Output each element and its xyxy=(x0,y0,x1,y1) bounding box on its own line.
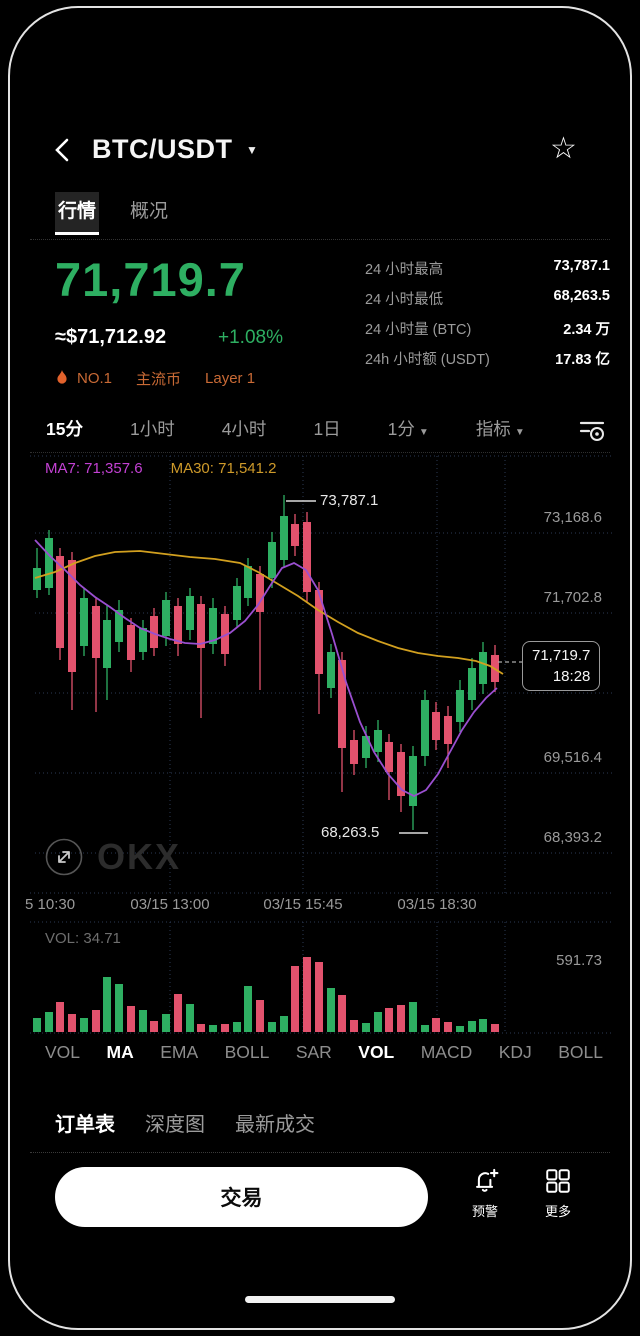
indicator-tab-kdj[interactable]: KDJ xyxy=(498,1042,532,1062)
volume-axis-max: 591.73 xyxy=(556,952,602,969)
tab-latest-trades[interactable]: 最新成交 xyxy=(235,1114,315,1136)
high-annotation-value: 73,787.1 xyxy=(320,492,379,509)
low-annotation: 68,263.5 xyxy=(321,824,379,841)
divider xyxy=(30,452,610,453)
indicator-tab-sar[interactable]: SAR xyxy=(295,1042,332,1062)
tab-order-book[interactable]: 订单表 xyxy=(55,1114,115,1136)
y-axis-label: 73,168.6 xyxy=(543,509,602,526)
top-tabs: 行情 概况 xyxy=(55,192,171,235)
stat-label: 24 小时量 (BTC) xyxy=(365,322,472,338)
x-axis-label: 5 10:30 xyxy=(25,896,76,913)
volume-label: VOL: 34.71 xyxy=(45,930,121,947)
grid-more-icon xyxy=(546,1169,570,1193)
ma-legend: MA7: 71,357.6 MA30: 71,541.2 xyxy=(45,460,277,477)
orderbook-tabs: 订单表 深度图 最新成交 xyxy=(55,1108,315,1137)
badges-row: NO.1 主流币 Layer 1 xyxy=(55,368,255,389)
current-price-tag: 71,719.7 18:28 xyxy=(522,641,601,691)
chart-watermark: OKX xyxy=(45,836,181,878)
current-price-value: 71,719.7 xyxy=(532,647,591,664)
indicator-tab-ema[interactable]: EMA xyxy=(160,1042,199,1062)
stats-panel: 24 小时最高 73,787.1 24 小时最低 68,263.5 24 小时量… xyxy=(365,258,610,369)
x-axis-label: 03/15 18:30 xyxy=(397,896,477,913)
tf-15m[interactable]: 15分 xyxy=(46,419,83,439)
tf-1d[interactable]: 1日 xyxy=(313,419,341,439)
fiat-price: ≈$71,712.92 xyxy=(55,326,167,348)
pair-title[interactable]: BTC/USDT xyxy=(92,134,233,164)
back-icon[interactable] xyxy=(50,135,76,165)
okx-logo: OKX xyxy=(97,836,182,877)
indicator-tab-ma[interactable]: MA xyxy=(106,1042,134,1062)
x-axis-label: 03/15 15:45 xyxy=(263,896,343,913)
caret-down-icon: ▼ xyxy=(514,427,525,438)
stat-value: 2.34 万 xyxy=(563,322,610,338)
tf-4h[interactable]: 4小时 xyxy=(221,419,267,439)
more-label: 更多 xyxy=(544,1204,571,1219)
indicator-tab-vol-main[interactable]: VOL xyxy=(45,1042,81,1062)
y-axis-label: 71,702.8 xyxy=(543,589,602,606)
stat-label: 24 小时最高 xyxy=(365,262,444,278)
x-axis-label: 03/15 13:00 xyxy=(130,896,210,913)
indicator-tabs: VOL MA EMA BOLL SAR VOL MACD KDJ BOLL xyxy=(45,1042,603,1063)
home-indicator[interactable] xyxy=(245,1296,395,1303)
badge-mainstream[interactable]: 主流币 xyxy=(136,371,182,388)
stat-value: 73,787.1 xyxy=(553,258,610,274)
stat-row-low: 24 小时最低 68,263.5 xyxy=(365,288,610,309)
badge-layer1[interactable]: Layer 1 xyxy=(205,370,256,387)
favorite-star-icon[interactable]: ☆ xyxy=(550,132,577,165)
expand-chart-icon[interactable] xyxy=(45,838,83,876)
divider xyxy=(30,239,610,240)
ma7-label: MA7: 71,357.6 xyxy=(45,460,143,477)
more-action[interactable]: 更多 xyxy=(526,1166,590,1220)
alert-label: 预警 xyxy=(471,1204,498,1219)
alert-bell-plus-icon xyxy=(476,1168,499,1192)
trade-button[interactable]: 交易 xyxy=(55,1167,428,1227)
alert-action[interactable]: 预警 xyxy=(453,1166,517,1220)
badge-rank[interactable]: NO.1 xyxy=(77,370,113,387)
flame-icon xyxy=(57,370,67,384)
caret-down-icon: ▼ xyxy=(418,427,429,438)
stat-value: 17.83 亿 xyxy=(555,352,610,368)
tab-quotes[interactable]: 行情 xyxy=(55,192,100,235)
tf-1h[interactable]: 1小时 xyxy=(129,419,175,439)
stat-label: 24h 小时额 (USDT) xyxy=(365,352,490,368)
low-annotation-value: 68,263.5 xyxy=(321,824,380,841)
stat-value: 68,263.5 xyxy=(553,288,610,304)
divider xyxy=(30,1152,610,1153)
stat-row-high: 24 小时最高 73,787.1 xyxy=(365,258,610,279)
current-price-time: 18:28 xyxy=(552,668,591,685)
y-axis-label: 68,393.2 xyxy=(543,829,602,846)
price-change: +1.08% xyxy=(218,327,283,348)
stat-row-turnover: 24h 小时额 (USDT) 17.83 亿 xyxy=(365,348,610,369)
last-price: 71,719.7 xyxy=(55,253,246,306)
indicator-tab-boll[interactable]: BOLL xyxy=(224,1042,270,1062)
indicator-tab-vol-sub[interactable]: VOL xyxy=(358,1042,395,1062)
timeframe-bar: 15分 1小时 4小时 1日 1分 ▼ 指标 ▼ xyxy=(46,416,566,441)
indicator-tab-macd[interactable]: MACD xyxy=(420,1042,473,1062)
pair-dropdown-caret-icon[interactable]: ▼ xyxy=(246,143,258,157)
indicator-tab-boll-sub[interactable]: BOLL xyxy=(558,1042,603,1062)
tab-overview[interactable]: 概况 xyxy=(130,201,169,222)
stat-label: 24 小时最低 xyxy=(365,292,444,308)
ma30-label: MA30: 71,541.2 xyxy=(170,460,277,477)
y-axis-label: 69,516.4 xyxy=(543,749,602,766)
indicator-dropdown[interactable]: 指标 ▼ xyxy=(475,419,525,439)
high-annotation: 73,787.1 xyxy=(284,492,378,509)
tf-more-dropdown[interactable]: 1分 ▼ xyxy=(387,419,429,439)
chart-settings-icon[interactable] xyxy=(578,418,606,444)
stat-row-volume: 24 小时量 (BTC) 2.34 万 xyxy=(365,318,610,339)
tab-depth-chart[interactable]: 深度图 xyxy=(145,1114,205,1136)
